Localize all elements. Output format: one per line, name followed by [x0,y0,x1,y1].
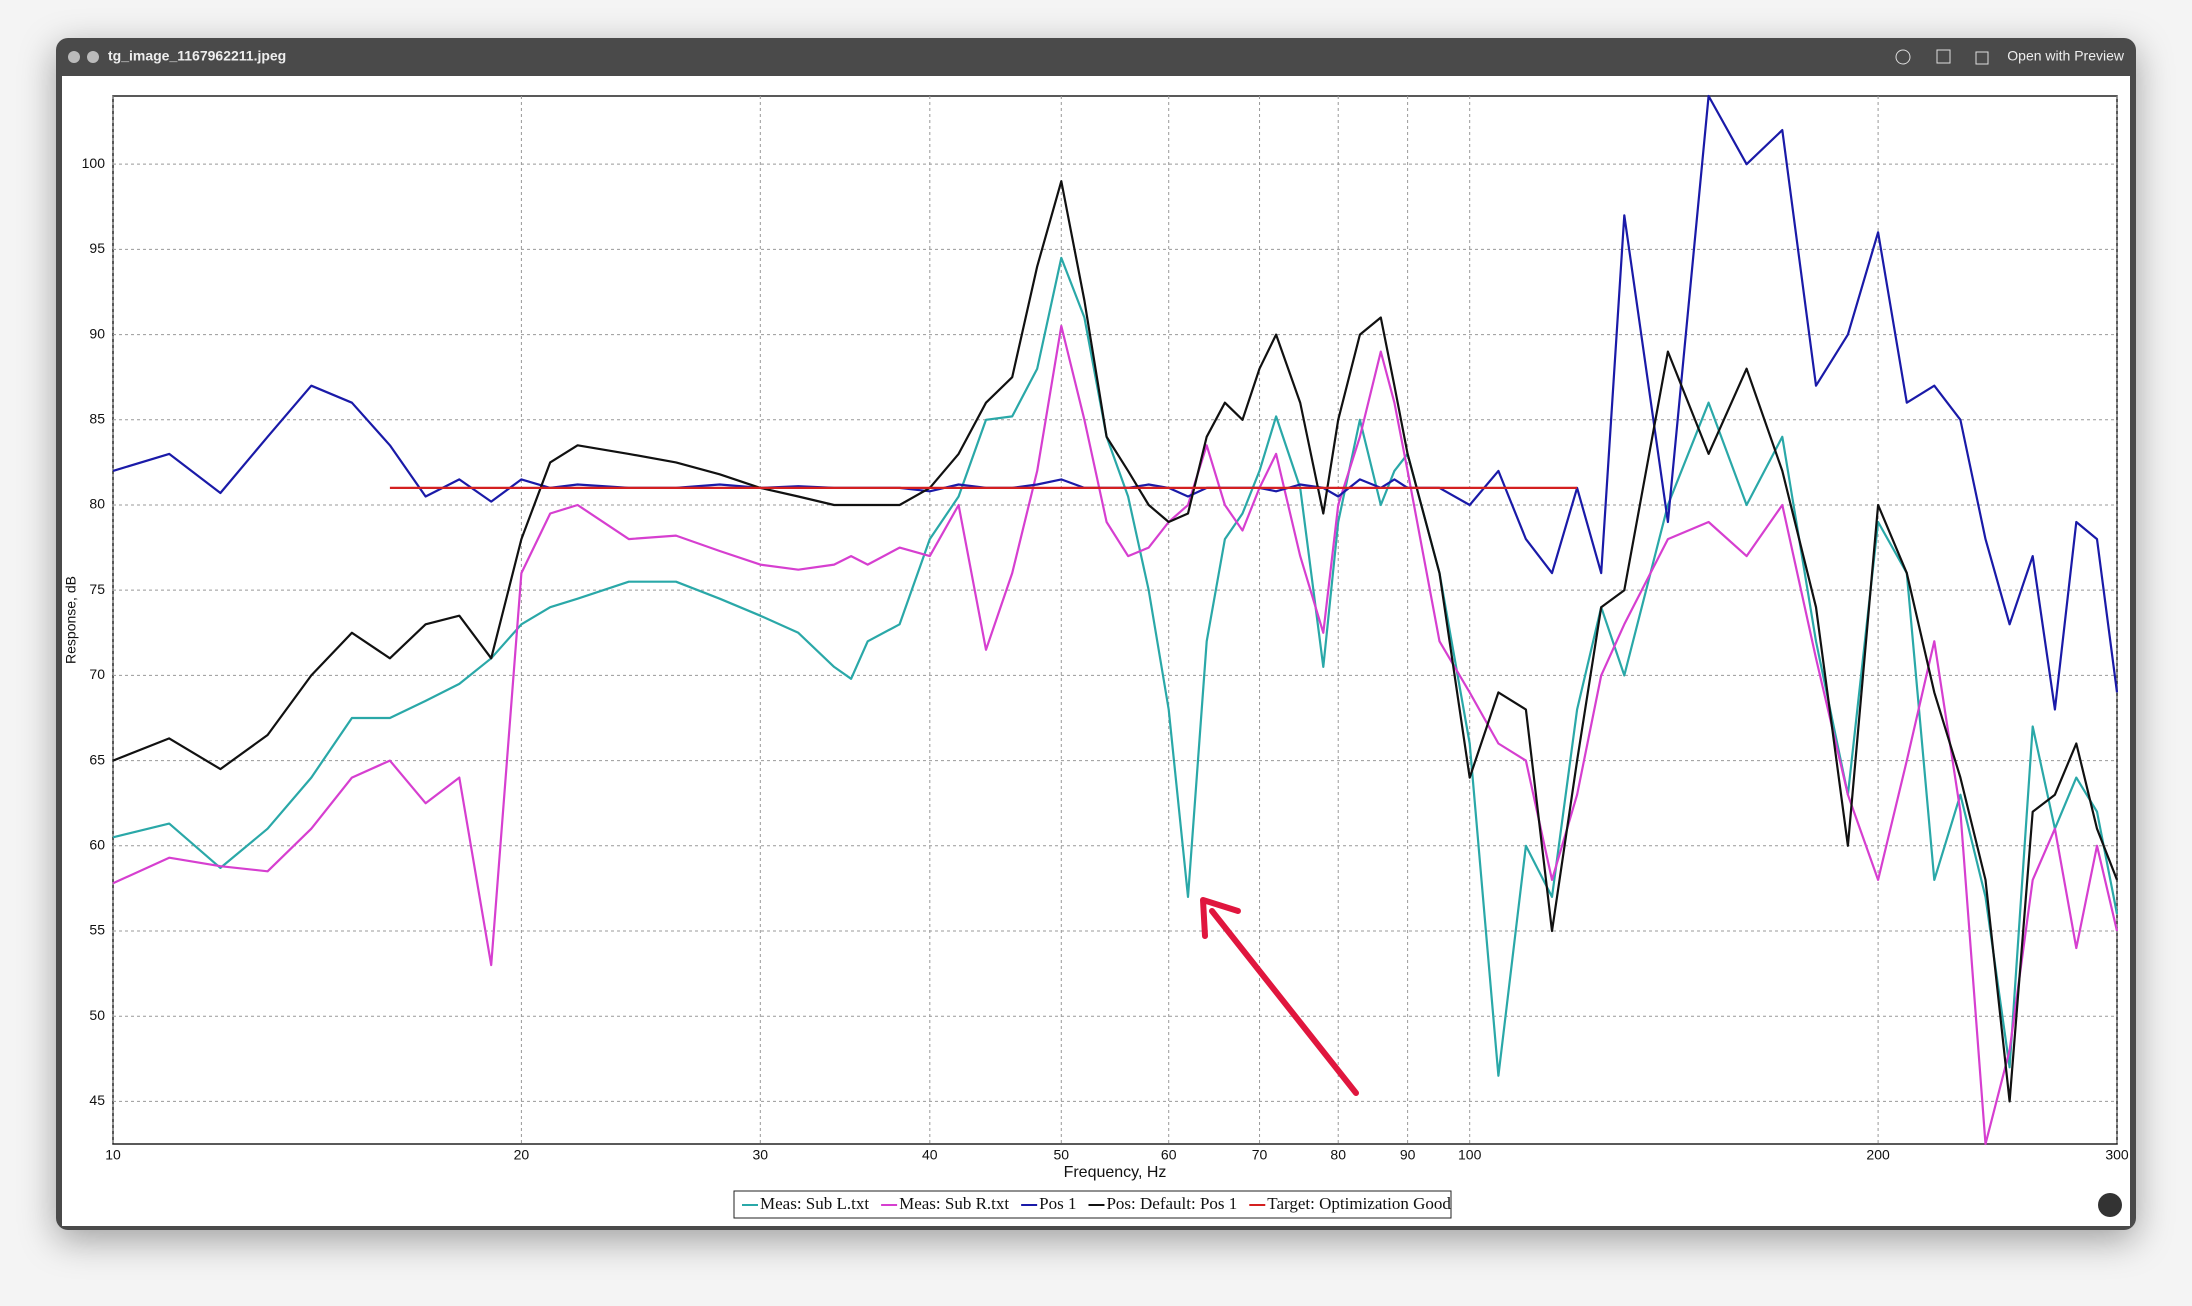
x-tick-label: 10 [105,1147,121,1163]
legend-label: Pos: Default: Pos 1 [1106,1194,1237,1213]
lines [112,94,2119,1146]
y-tick-label: 70 [89,666,105,682]
y-tick-label: 95 [89,240,105,256]
legend-label: Pos 1 [1039,1194,1076,1213]
x-tick-label: 30 [753,1147,769,1163]
x-tick-label: 60 [1161,1147,1177,1163]
x-tick-label: 300 [2105,1147,2129,1163]
legend-label: Target: Optimization Good [1267,1194,1451,1213]
annotation-arrowhead [1200,897,1241,939]
grid: 45 50 55 60 65 70 75 80 85 90 95 100 10 20 30 40 50 60 70 8… [82,96,2129,1163]
x-tick-label: 40 [922,1147,938,1163]
x-tick-label: 90 [1400,1147,1416,1163]
y-tick-label: 80 [89,496,105,512]
series-line [112,324,2119,1146]
x-tick-label: 200 [1866,1147,1890,1163]
minimize-button[interactable] [87,51,99,63]
y-tick-label: 60 [89,836,105,852]
y-tick-label: 50 [89,1007,105,1023]
legend: Meas: Sub L.txt Meas: Sub R.txt Pos 1 Pos: … [742,1194,1451,1213]
plot-area [112,95,2118,1145]
y-tick-label: 65 [89,751,105,767]
x-axis-label: Frequency, Hz [1064,1164,1167,1181]
open-with-preview[interactable]: Open with Preview [2007,48,2125,64]
share-icon[interactable] [1975,51,1989,65]
x-tick-label: 70 [1252,1147,1268,1163]
x-tick-label: 80 [1330,1147,1346,1163]
y-tick-label: 45 [89,1092,105,1108]
legend-label: Meas: Sub R.txt [899,1194,1009,1213]
y-tick-label: 90 [89,325,105,341]
window-title: tg_image_1167962211.jpeg [108,48,286,64]
series-line [112,180,2119,1103]
close-button[interactable] [68,51,80,63]
rotate-icon[interactable] [1936,49,1951,64]
y-axis-label: Response, dB [63,576,79,664]
y-tick-label: 55 [89,922,105,938]
x-tick-label: 20 [514,1147,530,1163]
markup-icon[interactable] [1895,49,1911,65]
y-tick-label: 85 [89,410,105,426]
y-tick-label: 75 [89,581,105,597]
y-tick-label: 100 [82,155,106,171]
x-tick-label: 100 [1458,1147,1482,1163]
annotation-arrow [1209,908,1359,1096]
legend-label: Meas: Sub L.txt [760,1194,869,1213]
zoom-button[interactable] [2098,1193,2122,1217]
x-tick-label: 50 [1053,1147,1069,1163]
